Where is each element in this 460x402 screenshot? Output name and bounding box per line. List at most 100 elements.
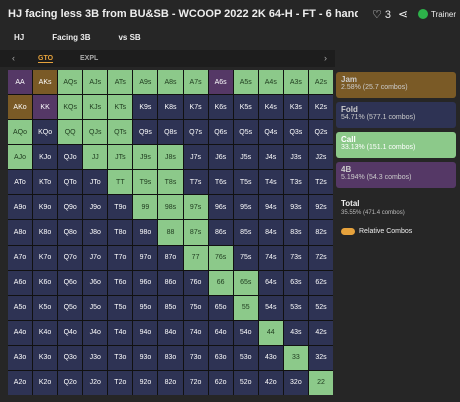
hand-cell: 87s [183,220,208,245]
hand-cell: 84o [158,320,183,345]
hand-cell: AKs [33,70,58,95]
prev-arrow[interactable]: ‹ [12,53,15,63]
hand-cell: AKo [8,95,33,120]
hand-cell: 84s [258,220,283,245]
trainer-button[interactable]: Trainer [418,9,456,19]
hand-cell: 92s [308,195,333,220]
total-value: 35.55% (471.4 combos) [341,210,405,216]
hand-cell: K9o [33,195,58,220]
hand-cell: 72o [183,370,208,395]
hand-cell: 73o [183,345,208,370]
hand-cell: KK [33,95,58,120]
hand-cell: 32o [283,370,308,395]
hand-cell: 83o [158,345,183,370]
likes[interactable]: ♡ 3 [372,9,392,21]
hand-cell: 43s [283,320,308,345]
hand-cell: AQs [58,70,83,95]
hand-cell: 76o [183,270,208,295]
hand-cell: 86s [208,220,233,245]
hand-cell: KQo [33,120,58,145]
share-icon[interactable]: ⋖ [398,7,409,21]
hand-cell: Q6o [58,270,83,295]
hand-cell: 52o [233,370,258,395]
hand-cell: 94o [133,320,158,345]
hand-cell: 99 [133,195,158,220]
hand-cell: 73s [283,245,308,270]
hand-cell: 82s [308,220,333,245]
hand-cell: K5s [233,95,258,120]
hand-cell: T4o [108,320,133,345]
hand-cell: 82o [158,370,183,395]
hand-cell: 42o [258,370,283,395]
hand-cell: 42s [308,320,333,345]
hand-cell: K2o [33,370,58,395]
hand-cell: K8s [158,95,183,120]
hand-cell: J9s [133,145,158,170]
hand-cell: A5s [233,70,258,95]
hand-cell: 63o [208,345,233,370]
hand-cell: 63s [283,270,308,295]
hand-cell: T3o [108,345,133,370]
hand-cell: KTs [108,95,133,120]
breadcrumb[interactable]: Facing 3B [52,33,91,42]
range-grid: AA AKs AQs AJs ATs A9s A8s A7s A6s A5s A4s A3s A2s AK… [8,70,333,395]
hand-cell: J3o [83,345,108,370]
hand-cell: Q2s [308,120,333,145]
hand-cell: T2s [308,170,333,195]
tab[interactable]: GTO [38,55,54,63]
hand-cell: 62s [308,270,333,295]
hand-cell: J6o [83,270,108,295]
hand-cell: T5s [233,170,258,195]
hand-cell: J2o [83,370,108,395]
legend-value: 54.71% (577.1 combos) [341,114,416,121]
hand-cell: K2s [308,95,333,120]
breadcrumbs: HJ Facing 3B vs SB [14,33,141,42]
hand-cell: 65o [208,295,233,320]
hand-cell: 75s [233,245,258,270]
hand-cell: 53o [233,345,258,370]
hand-cell: K6o [33,270,58,295]
hand-cell: QQ [58,120,83,145]
hand-cell: 22 [308,370,333,395]
hand-cell: K3o [33,345,58,370]
hand-cell: A4s [258,70,283,95]
breadcrumb[interactable]: HJ [14,33,25,42]
legend-item: Jam 2.58% (25.7 combos) [336,72,456,98]
hand-cell: Q8o [58,220,83,245]
legend-name: Fold [341,105,358,114]
hand-cell: T6o [108,270,133,295]
tab[interactable]: EXPL [80,55,99,62]
hand-cell: KQs [58,95,83,120]
hand-cell: 32s [308,345,333,370]
next-arrow[interactable]: › [324,53,327,63]
hand-cell: A7s [183,70,208,95]
hand-cell: Q4o [58,320,83,345]
toggle[interactable]: Relative Combos [341,228,412,235]
hand-cell: T9o [108,195,133,220]
hand-cell: T8s [158,170,183,195]
hand-cell: J2s [308,145,333,170]
hand-cell: Q4s [258,120,283,145]
hand-cell: Q2o [58,370,83,395]
hand-cell: J8s [158,145,183,170]
hand-cell: 72s [308,245,333,270]
hand-cell: KJs [83,95,108,120]
hand-cell: Q3s [283,120,308,145]
hand-cell: 94s [258,195,283,220]
hand-cell: 76s [208,245,233,270]
hand-cell: J9o [83,195,108,220]
hand-cell: J4s [258,145,283,170]
hand-cell: TT [108,170,133,195]
hand-cell: A8o [8,220,33,245]
hand-cell: QTo [58,170,83,195]
hand-cell: 86o [158,270,183,295]
hand-cell: T6s [208,170,233,195]
hand-cell: T5o [108,295,133,320]
hand-cell: 77 [183,245,208,270]
hand-cell: 55 [233,295,258,320]
hand-cell: A9s [133,70,158,95]
breadcrumb[interactable]: vs SB [118,33,141,42]
hand-cell: Q9s [133,120,158,145]
hand-cell: A2s [308,70,333,95]
